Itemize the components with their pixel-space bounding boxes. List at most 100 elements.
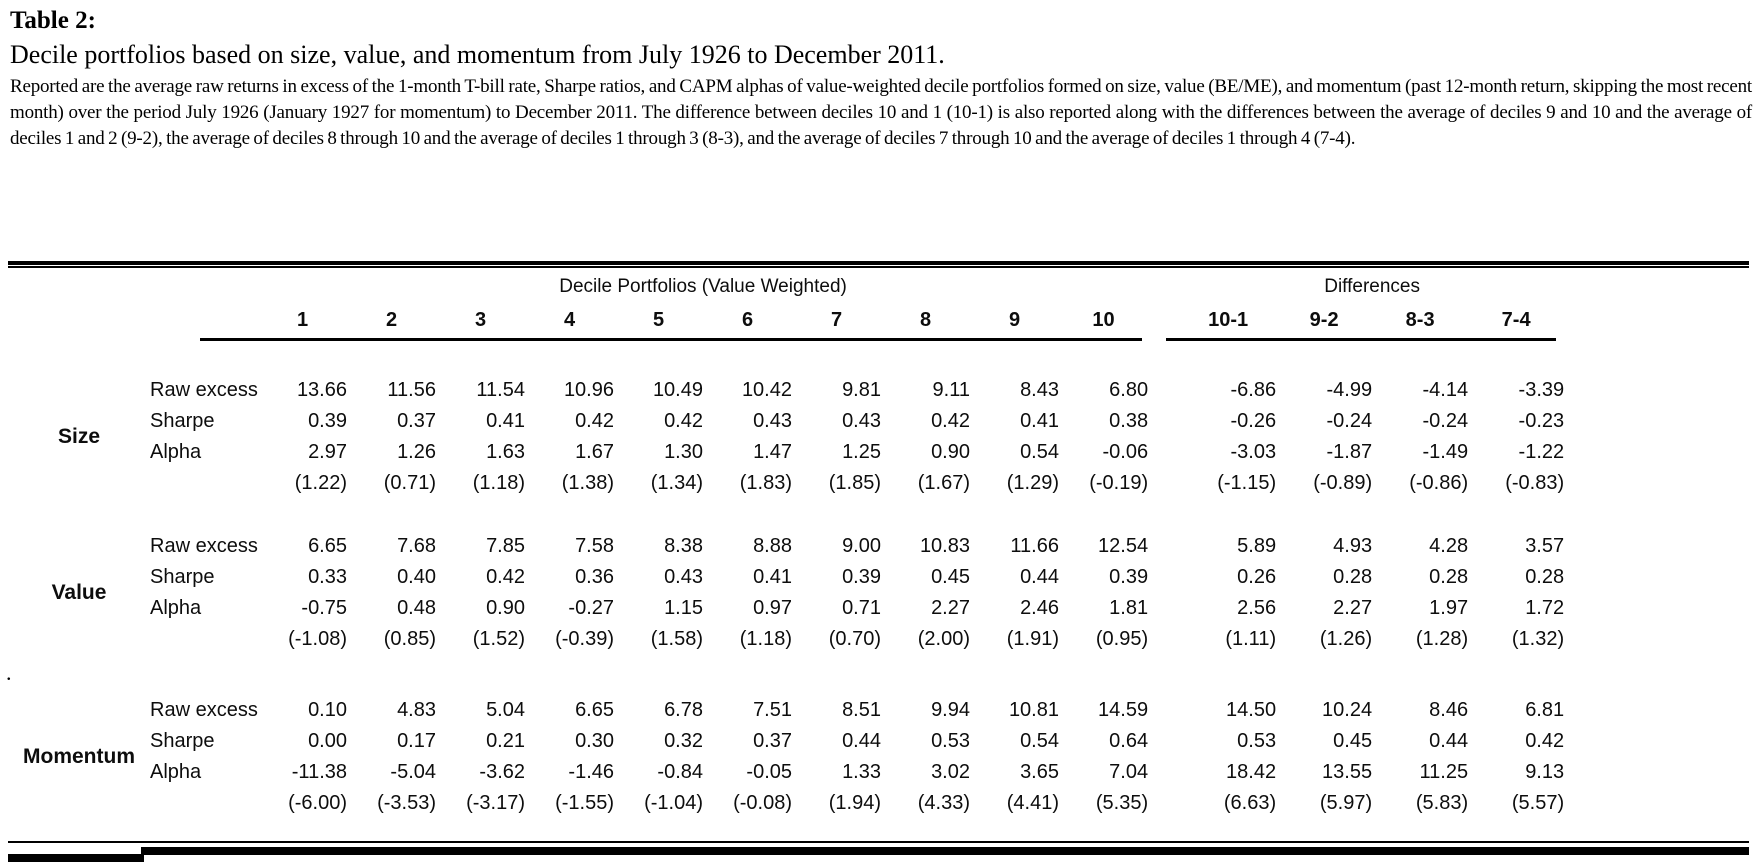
value-cell: (1.52)	[472, 628, 525, 650]
value-cell: 1.63	[486, 441, 525, 463]
value-cell: 0.28	[1525, 566, 1565, 588]
value-cell: 0.43	[842, 410, 881, 432]
value-cell: 0.45	[931, 566, 970, 588]
value-cell: (2.00)	[917, 628, 970, 650]
value-cell: 2.46	[1020, 597, 1059, 619]
value-cell: 0.53	[931, 730, 970, 752]
value-cell: (1.28)	[1415, 628, 1469, 650]
value-cell: 1.30	[664, 441, 703, 463]
table-row: Size Raw excess 13.66 11.56 11.54 10.96 10.49 1…	[8, 375, 1748, 448]
value-cell: (-0.39)	[555, 628, 614, 650]
value-cell: 0.42	[931, 410, 970, 432]
value-cell: 0.42	[1525, 730, 1565, 752]
table-row: Value Raw excess 6.65 7.68 7.85 7.58 8.38 8.88 9…	[8, 531, 1748, 604]
col-header-10-1: 10-1	[1208, 308, 1249, 331]
value-cell: (-0.89)	[1313, 472, 1373, 494]
table-caption-block: Table 2: Decile portfolios based on size…	[0, 0, 1756, 152]
table-row: (-6.00) (-3.53) (-3.17) (-1.55) (-1.04) (-0.0…	[8, 788, 1748, 819]
value-cell: 6.81	[1525, 699, 1565, 721]
col-header-2: 2	[385, 308, 398, 331]
col-header-4: 4	[563, 308, 576, 331]
stat-label: Alpha	[150, 761, 202, 783]
value-cell: -0.26	[1230, 410, 1277, 432]
value-cell: 0.48	[397, 597, 436, 619]
value-cell: -0.06	[1102, 441, 1149, 463]
value-cell: 5.04	[486, 699, 525, 721]
value-cell: 9.81	[842, 379, 881, 401]
value-cell: 0.33	[308, 566, 347, 588]
value-cell: (4.41)	[1006, 792, 1059, 814]
value-cell: 1.81	[1109, 597, 1149, 619]
value-cell: 8.51	[842, 699, 881, 721]
value-cell: 1.26	[397, 441, 436, 463]
stat-label: Sharpe	[150, 730, 215, 752]
value-cell: 0.38	[1109, 410, 1149, 432]
value-cell: 1.72	[1525, 597, 1565, 619]
differences-header: Differences	[1324, 275, 1420, 297]
value-cell: 11.54	[476, 379, 525, 401]
value-cell: 1.67	[575, 441, 614, 463]
value-cell: 3.65	[1020, 761, 1059, 783]
value-cell: (-6.00)	[288, 792, 347, 814]
value-cell: 0.90	[486, 597, 525, 619]
col-header-8-3: 8-3	[1405, 308, 1435, 331]
value-cell: (1.85)	[828, 472, 881, 494]
value-cell: -0.75	[301, 597, 347, 619]
value-cell: 0.53	[1237, 730, 1277, 752]
value-cell: (-1.08)	[288, 628, 347, 650]
value-cell: (-3.17)	[466, 792, 525, 814]
value-cell: (5.97)	[1319, 792, 1373, 814]
value-cell: -3.39	[1518, 379, 1565, 401]
value-cell: -3.62	[479, 761, 525, 783]
value-cell: (6.63)	[1223, 792, 1277, 814]
value-cell: 0.40	[397, 566, 436, 588]
value-cell: 10.49	[652, 379, 703, 401]
value-cell: 0.45	[1333, 730, 1373, 752]
value-cell: (1.22)	[294, 472, 347, 494]
value-cell: 9.13	[1525, 761, 1565, 783]
value-cell: (1.83)	[739, 472, 792, 494]
value-cell: 1.33	[842, 761, 881, 783]
value-cell: (1.11)	[1225, 628, 1277, 650]
value-cell: (1.67)	[917, 472, 970, 494]
value-cell: (5.57)	[1511, 792, 1565, 814]
value-cell: (-1.04)	[644, 792, 703, 814]
value-cell: 6.65	[308, 535, 347, 557]
value-cell: (1.32)	[1511, 628, 1565, 650]
value-cell: -1.87	[1326, 441, 1373, 463]
value-cell: 10.42	[741, 379, 792, 401]
value-cell: 0.54	[1020, 730, 1059, 752]
value-cell: 8.38	[664, 535, 703, 557]
value-cell: 0.41	[1020, 410, 1059, 432]
value-cell: (5.35)	[1095, 792, 1149, 814]
stray-mark: .	[6, 660, 12, 685]
value-cell: 0.28	[1429, 566, 1469, 588]
table-row: Alpha -11.38 -5.04 -3.62 -1.46 -0.84 -0.05 1.33…	[8, 757, 1748, 788]
value-cell: (1.34)	[650, 472, 703, 494]
value-cell: 0.41	[753, 566, 792, 588]
col-header-9-2: 9-2	[1309, 308, 1339, 331]
value-cell: 1.47	[753, 441, 792, 463]
value-cell: (-0.83)	[1505, 472, 1565, 494]
value-cell: -1.49	[1422, 441, 1469, 463]
value-cell: -0.84	[657, 761, 703, 783]
value-cell: 0.54	[1020, 441, 1059, 463]
value-cell: 0.36	[575, 566, 614, 588]
value-cell: (0.85)	[383, 628, 436, 650]
value-cell: (1.94)	[828, 792, 881, 814]
value-cell: 2.97	[308, 441, 347, 463]
value-cell: -4.99	[1326, 379, 1373, 401]
value-cell: 0.43	[753, 410, 792, 432]
value-cell: -0.23	[1518, 410, 1565, 432]
value-cell: 0.28	[1333, 566, 1373, 588]
value-cell: 9.11	[932, 379, 970, 401]
value-cell: 1.97	[1429, 597, 1469, 619]
table-row: Sharpe 0.00 0.17 0.21 0.30 0.32 0.37 0.44 0.53 0.…	[8, 726, 1748, 757]
value-cell: -3.03	[1230, 441, 1277, 463]
table-description: Reported are the average raw returns in …	[10, 76, 1752, 149]
stat-label: Sharpe	[150, 410, 215, 432]
table-number: Table 2:	[10, 7, 96, 34]
decile-portfolios-header: Decile Portfolios (Value Weighted)	[559, 275, 847, 297]
table-row: (-1.08) (0.85) (1.52) (-0.39) (1.58) (1.18) (0…	[8, 624, 1748, 655]
value-cell: 10.81	[1008, 699, 1059, 721]
